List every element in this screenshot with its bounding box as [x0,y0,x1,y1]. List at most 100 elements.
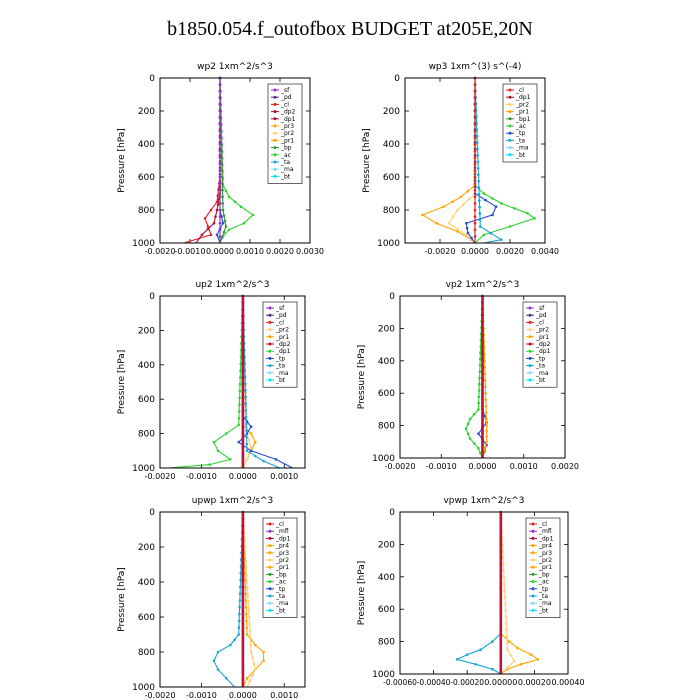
data-point [215,208,219,212]
data-point [218,83,222,86]
data-point [244,388,247,392]
legend-marker [273,153,277,157]
data-point [506,648,509,651]
data-point [485,417,488,421]
data-point [216,668,220,671]
data-point [477,395,481,399]
data-point [238,592,242,595]
panel-vp2: vp2 1xm^2/s^3 Pressure [hPa] 0 200 400 600 800… [357,280,579,471]
data-point [484,445,487,449]
y-tick-label: 0 [389,292,395,302]
data-point [473,109,477,113]
data-point [237,440,240,444]
data-point [467,197,471,201]
data-point [218,129,222,133]
data-point [500,238,503,241]
legend-marker [528,356,532,360]
legend-label: _pr1 [538,564,552,571]
data-point [218,221,222,225]
data-point [254,643,257,647]
data-point [221,208,225,212]
chart-title: wp3 1xm^(3) s^(-4) [429,62,522,72]
data-point [455,658,459,661]
data-point [473,155,477,159]
data-point [218,162,222,166]
data-point [506,666,509,669]
series-line [455,512,502,675]
legend-marker [531,572,535,576]
data-point [456,230,459,233]
legend-label: _ta [535,363,545,370]
data-point [503,589,506,592]
data-point [238,389,242,393]
legend-label: _ac [538,579,549,586]
data-point [218,202,222,205]
data-point [502,563,505,566]
x-tick-label: 0.00040 [551,678,584,687]
legend-label: _cl [515,87,524,94]
data-point [468,437,472,440]
data-point [220,236,224,239]
data-point [505,628,508,632]
legend-marker [531,594,535,598]
data-point [245,580,249,584]
legend-label: _bt [275,377,286,384]
data-point [221,202,225,205]
data-point [456,208,459,212]
data-point [218,188,222,192]
legend-label: _pr4 [538,543,552,550]
data-point [494,205,498,208]
legend-label: _dp2 [275,341,291,348]
legend-label: _sf [280,87,290,94]
legend-marker [273,146,277,150]
data-point [218,228,222,232]
data-point [238,383,242,386]
legend-marker [268,371,272,375]
data-point [476,147,479,151]
data-point [249,432,253,435]
data-point [464,427,468,431]
data-point [218,103,222,106]
y-tick-label: 800 [138,430,155,440]
data-point [477,432,480,435]
legend-label: _pd [535,312,547,319]
legend-marker [268,572,272,576]
legend-label: _sf [275,305,285,312]
legend-label: _pr1 [280,137,294,144]
data-point [237,633,240,636]
data-point [218,169,222,172]
legend-marker [268,335,272,339]
y-tick-label: 1000 [377,239,400,249]
legend-label: _ta [275,363,285,370]
data-point [214,215,217,218]
data-point [218,136,222,139]
data-point [247,439,251,442]
y-tick-label: 1000 [372,670,395,680]
data-point [244,585,247,589]
legend-marker [268,587,272,591]
data-point [465,226,469,230]
y-tick-label: 200 [378,540,395,550]
legend-marker [268,565,272,569]
data-point [225,432,228,435]
data-point [478,370,482,373]
data-point [477,447,480,450]
data-point [239,578,242,582]
data-point [233,200,237,204]
legend-label: _ta [538,593,548,600]
y-tick-label: 200 [138,107,155,117]
data-point [484,404,488,408]
data-point [245,436,248,439]
data-point [215,200,219,204]
legend-label: _dp1 [535,348,551,355]
plot-frame [159,295,306,469]
data-point [478,376,481,380]
legend-label: _dp1 [538,535,554,542]
legend-label: _bp [538,571,550,578]
y-axis-label: Pressure [hPa] [117,350,127,415]
data-point [478,199,481,202]
legend-marker [273,131,277,135]
legend-label: _cl [275,521,284,528]
data-point [477,192,481,196]
legend-label: _pr2 [535,327,549,334]
